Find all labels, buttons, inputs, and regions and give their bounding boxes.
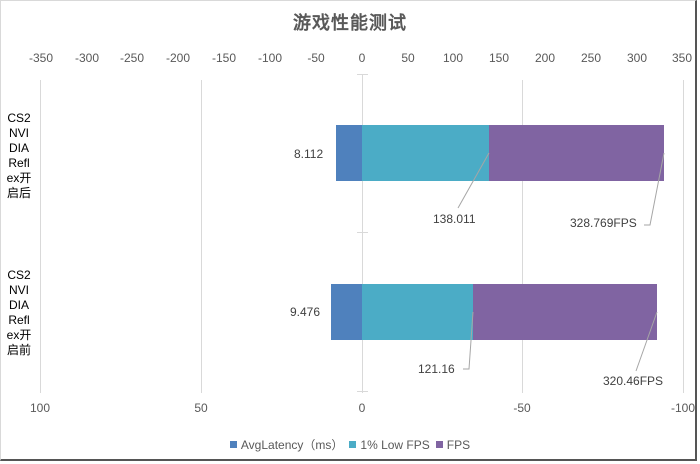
top-tick-label: 100 bbox=[442, 51, 464, 65]
data-label-latency-before: 9.476 bbox=[290, 305, 321, 319]
top-tick-label: -250 bbox=[119, 51, 145, 65]
bottom-tick-label: -100 bbox=[670, 401, 696, 415]
category-label-line: CS2 bbox=[7, 111, 31, 125]
top-tick-label: -50 bbox=[307, 51, 325, 65]
bottom-tick-label: 100 bbox=[29, 401, 51, 415]
data-label-low-before: 121.16 bbox=[418, 362, 455, 376]
top-tick-label: 50 bbox=[401, 51, 415, 65]
category-label-before: CS2 NVI DIA Refl ex开 启前 bbox=[4, 268, 34, 358]
bar-avglatency-before[interactable] bbox=[331, 284, 362, 340]
gridline bbox=[683, 80, 684, 393]
category-label-line: DIA bbox=[8, 141, 29, 155]
gridline bbox=[201, 80, 202, 393]
legend-label: AvgLatency（ms） bbox=[240, 438, 344, 452]
chart-title: 游戏性能测试 bbox=[293, 13, 407, 33]
bar-1pct-low-fps-after[interactable] bbox=[362, 125, 489, 181]
data-label-latency-after: 8.112 bbox=[294, 147, 324, 161]
category-label-line: DIA bbox=[8, 298, 29, 312]
legend-swatch-icon bbox=[435, 441, 443, 448]
top-tick-label: 150 bbox=[488, 51, 510, 65]
legend: AvgLatency（ms） 1% Low FPS FPS bbox=[0, 436, 700, 453]
data-label-fps-after: 328.769FPS bbox=[570, 216, 637, 230]
category-label-line: 启前 bbox=[6, 343, 31, 357]
top-tick-label: 200 bbox=[534, 51, 556, 65]
axis-tick bbox=[357, 391, 368, 392]
top-tick-label: -150 bbox=[211, 51, 237, 65]
category-label-line: ex开 bbox=[6, 328, 32, 342]
bottom-tick-label: -50 bbox=[513, 401, 531, 415]
legend-swatch-icon bbox=[349, 441, 357, 448]
legend-item-1pct-low-fps[interactable]: 1% Low FPS bbox=[349, 437, 430, 452]
top-tick-label: 350 bbox=[671, 51, 693, 65]
legend-swatch-icon bbox=[229, 441, 237, 448]
zero-axis-line bbox=[362, 74, 363, 393]
category-label-line: Refl bbox=[8, 156, 30, 170]
bar-fps-after[interactable] bbox=[489, 125, 664, 181]
bar-avglatency-after[interactable] bbox=[336, 125, 362, 181]
category-label-after: CS2 NVI DIA Refl ex开 启后 bbox=[4, 111, 34, 201]
data-label-low-after: 138.011 bbox=[433, 212, 476, 226]
category-label-line: NVI bbox=[8, 126, 29, 140]
data-label-fps-before: 320.46FPS bbox=[603, 374, 664, 388]
top-tick-label: -350 bbox=[28, 51, 54, 65]
top-tick-label: 250 bbox=[580, 51, 602, 65]
gridline bbox=[40, 80, 41, 393]
top-tick-label: -200 bbox=[165, 51, 191, 65]
category-label-line: ex开 bbox=[6, 171, 32, 185]
bottom-tick-label: 0 bbox=[358, 401, 366, 415]
bar-1pct-low-fps-before[interactable] bbox=[362, 284, 473, 340]
category-label-line: CS2 bbox=[7, 268, 31, 282]
axis-tick bbox=[357, 74, 368, 75]
legend-item-avglatency[interactable]: AvgLatency（ms） bbox=[229, 436, 344, 453]
axis-tick bbox=[357, 232, 368, 233]
gridline bbox=[522, 80, 523, 393]
top-tick-label: 300 bbox=[626, 51, 648, 65]
category-label-line: 启后 bbox=[6, 186, 31, 200]
category-label-line: Refl bbox=[8, 313, 30, 327]
legend-label: 1% Low FPS bbox=[360, 437, 430, 452]
category-label-line: NVI bbox=[8, 283, 29, 297]
top-tick-label: -100 bbox=[257, 51, 283, 65]
top-tick-label: 0 bbox=[358, 51, 366, 65]
bar-fps-before[interactable] bbox=[473, 284, 657, 340]
top-tick-label: -300 bbox=[74, 51, 100, 65]
legend-item-fps[interactable]: FPS bbox=[435, 437, 471, 452]
bottom-tick-label: 50 bbox=[194, 401, 208, 415]
legend-label: FPS bbox=[446, 437, 471, 452]
